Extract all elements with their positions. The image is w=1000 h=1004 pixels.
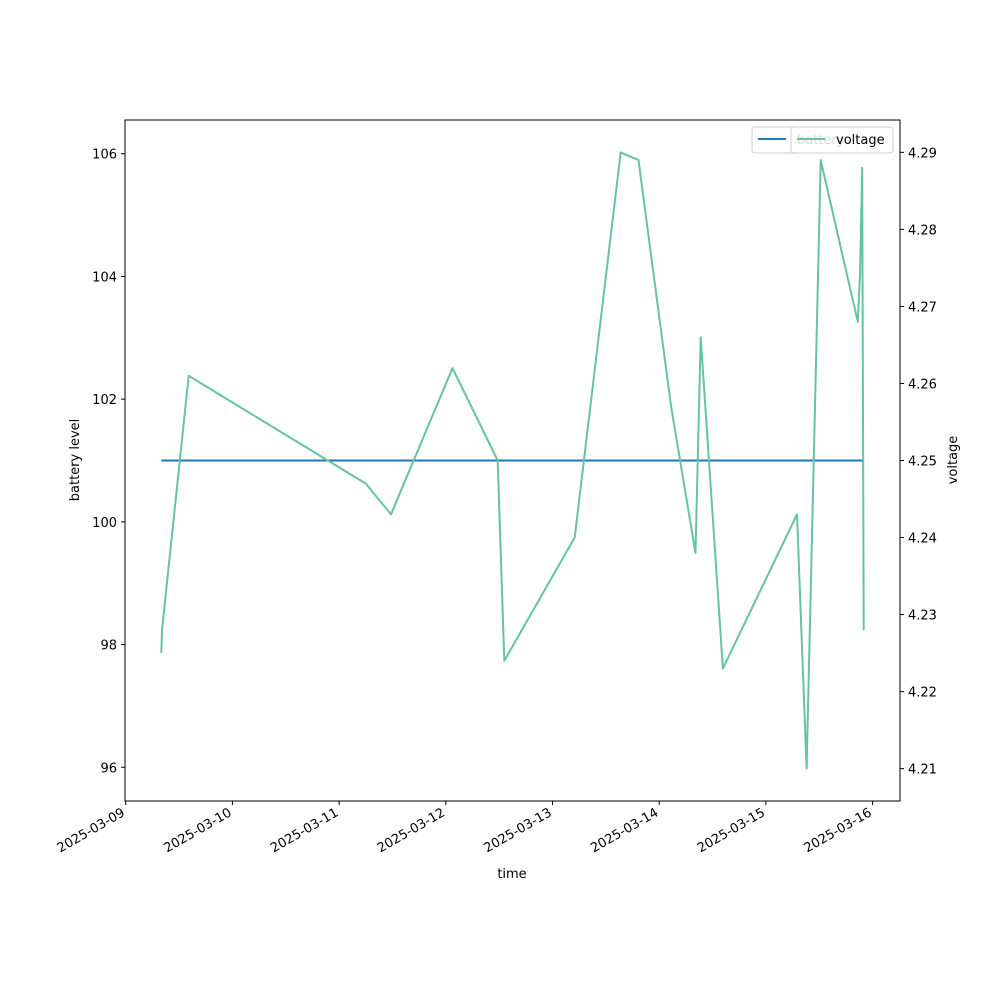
series-line-voltage xyxy=(160,151,865,770)
y-axis-left: 96 98 100 102 104 106 xyxy=(92,148,125,776)
y-axis-right-label: voltage xyxy=(946,436,961,485)
y-right-tick-label: 4.22 xyxy=(908,686,937,701)
x-axis-label: time xyxy=(497,867,526,882)
legend-voltage: voltage xyxy=(790,126,894,154)
y-right-tick-label: 4.25 xyxy=(908,455,937,470)
y-left-tick-label: 102 xyxy=(92,393,117,408)
y-left-tick-label: 104 xyxy=(92,270,117,285)
y-axis-left-label: battery level xyxy=(68,419,83,502)
y-left-tick-label: 98 xyxy=(100,639,117,654)
y-right-tick-label: 4.27 xyxy=(908,300,937,315)
y-left-tick-label: 100 xyxy=(92,516,117,531)
y-right-tick-label: 4.28 xyxy=(908,223,937,238)
y-left-tick-label: 96 xyxy=(100,761,117,776)
y-right-tick-label: 4.29 xyxy=(908,146,937,161)
legend-voltage-label: voltage xyxy=(836,133,885,148)
y-right-tick-label: 4.26 xyxy=(908,377,937,392)
legend-voltage-box xyxy=(790,126,894,154)
y-left-tick-label: 106 xyxy=(92,148,117,163)
y-right-tick-label: 4.23 xyxy=(908,609,937,624)
lines-layer xyxy=(160,151,865,770)
y-right-tick-label: 4.21 xyxy=(908,763,937,778)
y-axis-right: 4.21 4.22 4.23 4.24 4.25 4.26 4.27 4.28 4.29 xyxy=(900,146,937,778)
y-right-tick-label: 4.24 xyxy=(908,532,937,547)
